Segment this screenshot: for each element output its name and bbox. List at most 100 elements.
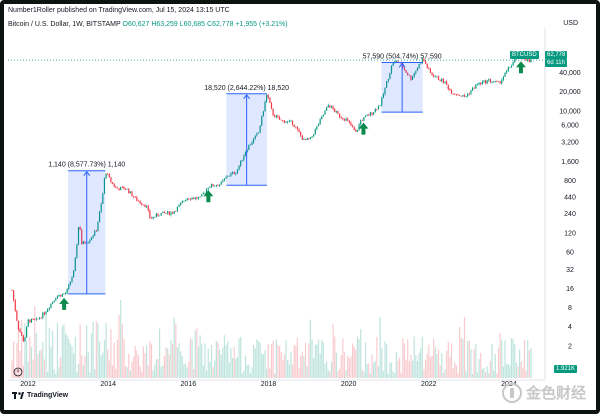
volume-bar <box>95 320 97 378</box>
candle-body <box>506 70 508 73</box>
volume-bar <box>337 371 339 378</box>
candle-body <box>283 120 286 124</box>
y-tick-label: 16 <box>566 286 574 293</box>
candle-body <box>102 193 104 204</box>
volume-bar <box>442 372 444 378</box>
volume-bar <box>231 358 234 378</box>
volume-bar <box>48 327 50 378</box>
volume-bar <box>282 359 284 378</box>
candle-body <box>493 81 495 83</box>
volume-bar <box>371 354 373 378</box>
volume-bar <box>167 348 169 378</box>
volume-bar <box>165 347 167 378</box>
volume-bar <box>181 356 183 378</box>
volume-bar <box>150 343 153 378</box>
volume-bar <box>405 359 407 378</box>
candle-body <box>236 169 239 174</box>
volume-bar <box>450 343 453 378</box>
candle-body <box>176 206 179 212</box>
volume-bar <box>58 367 60 378</box>
volume-bar <box>206 370 208 378</box>
candle-body <box>262 111 264 116</box>
candle-body <box>293 124 295 127</box>
volume-bar <box>38 350 41 378</box>
candle-body <box>301 135 303 140</box>
candle-body <box>363 117 365 121</box>
x-tick-label: 2012 <box>20 381 36 388</box>
volume-bar <box>141 371 143 378</box>
candle-body <box>480 82 482 85</box>
candle-body <box>446 81 448 85</box>
candle-body <box>261 115 263 126</box>
candle-body <box>295 126 297 128</box>
volume-bar <box>77 363 80 378</box>
candle-body <box>389 73 391 80</box>
volume-bar <box>285 340 287 378</box>
y-tick-label: 10,000 <box>559 108 581 115</box>
volume-bar <box>413 336 415 378</box>
candle-body <box>428 67 430 69</box>
volume-bar <box>188 361 190 378</box>
candle-body <box>27 319 29 327</box>
volume-bar <box>382 371 384 378</box>
candle-body <box>400 62 402 64</box>
candle-body <box>473 87 475 89</box>
candle-body <box>17 320 20 330</box>
candle-body <box>108 173 110 178</box>
volume-bar <box>173 317 175 378</box>
candle-body <box>382 94 384 98</box>
candle-body <box>89 240 91 243</box>
volume-bar <box>120 299 122 378</box>
volume-bar <box>92 321 94 378</box>
candle-body <box>74 257 76 272</box>
candle-body <box>97 221 99 232</box>
candle-body <box>68 284 70 289</box>
volume-bar <box>261 353 263 378</box>
y-tick-label: 3,200 <box>561 140 579 147</box>
candle-body <box>502 76 505 80</box>
candle-body <box>51 301 54 304</box>
volume-bar <box>107 349 109 378</box>
candle-body <box>171 212 174 214</box>
candle-body <box>152 216 154 219</box>
y-tick-label: 32 <box>566 267 574 274</box>
volume-bar <box>17 320 20 378</box>
volume-bar <box>43 359 46 378</box>
volume-bar <box>81 355 83 378</box>
candle-body <box>395 61 397 62</box>
candle-body <box>183 201 185 202</box>
candle-body <box>193 197 195 199</box>
volume-bar <box>113 342 115 378</box>
volume-bar <box>528 350 530 378</box>
volume-bar <box>489 360 492 378</box>
volume-bar <box>355 349 357 378</box>
candle-body <box>316 126 318 130</box>
currency-label[interactable]: USD <box>563 20 578 27</box>
candle-body <box>483 80 485 82</box>
volume-bar <box>157 358 159 378</box>
candle-body <box>366 115 368 116</box>
volume-bar <box>269 367 271 378</box>
candle-body <box>113 183 115 187</box>
volume-bar <box>233 347 235 378</box>
volume-bar <box>197 346 200 378</box>
candle-body <box>313 134 315 137</box>
x-tick-label: 2020 <box>341 381 357 388</box>
volume-bar <box>364 342 367 378</box>
y-tick-label: 40,000 <box>559 70 581 77</box>
candle-body <box>300 132 302 136</box>
candle-body <box>66 288 68 294</box>
tradingview-logo[interactable]: TradingView <box>12 392 68 399</box>
volume-bar <box>147 365 149 378</box>
candle-body <box>460 95 462 97</box>
candle-body <box>468 93 470 95</box>
volume-bar <box>308 343 310 378</box>
volume-bar <box>267 344 269 378</box>
candle-body <box>387 79 389 82</box>
volume-bar <box>379 317 381 378</box>
candle-body <box>217 185 219 187</box>
volume-bar <box>201 344 203 378</box>
candle-body <box>340 117 342 118</box>
candle-body <box>48 307 50 310</box>
